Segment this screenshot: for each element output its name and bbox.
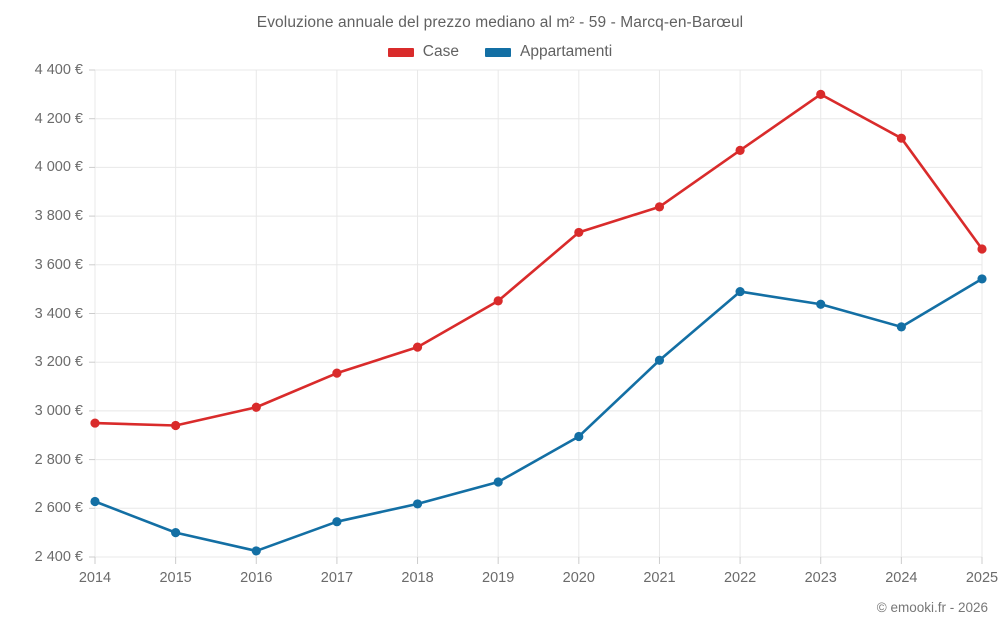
- x-axis-label: 2017: [320, 570, 354, 586]
- page-title: Evoluzione annuale del prezzo mediano al…: [256, 14, 744, 31]
- data-point[interactable]: [332, 368, 342, 378]
- data-point[interactable]: [735, 286, 745, 297]
- x-axis-label: 2016: [240, 570, 273, 586]
- x-axis-label: 2014: [78, 570, 112, 586]
- legend-item-appartamenti[interactable]: Appartamenti: [484, 43, 613, 61]
- series-line-case: [93, 93, 984, 427]
- x-axis-label: 2018: [401, 570, 434, 586]
- x-axis-label: 2025: [965, 570, 999, 586]
- chart-legend: Case Appartamenti: [0, 43, 1000, 61]
- series-line-appartamenti: [93, 277, 984, 553]
- data-point[interactable]: [332, 517, 342, 527]
- data-point[interactable]: [574, 227, 584, 238]
- data-point[interactable]: [896, 322, 906, 332]
- data-point[interactable]: [977, 244, 987, 254]
- x-axis-label: 2019: [482, 570, 515, 586]
- y-axis-label: 4 400 €: [34, 62, 83, 78]
- data-point[interactable]: [493, 296, 503, 306]
- x-axis-label: 2021: [643, 570, 676, 586]
- legend-swatch-appartamenti: [484, 47, 511, 57]
- y-axis-label: 4 200 €: [34, 110, 83, 127]
- y-axis-label: 3 600 €: [34, 256, 83, 273]
- y-axis-label: 3 400 €: [34, 305, 83, 322]
- legend-swatch-case: [387, 47, 414, 57]
- footer-credit: © emooki.fr - 2026: [876, 600, 988, 615]
- x-axis-label: 2023: [804, 570, 837, 586]
- data-point[interactable]: [412, 342, 423, 352]
- data-point[interactable]: [251, 402, 261, 412]
- x-axis-label: 2024: [885, 570, 918, 586]
- data-point[interactable]: [977, 274, 987, 284]
- data-point[interactable]: [735, 145, 745, 155]
- y-axis-label: 3 000 €: [34, 402, 83, 419]
- data-point[interactable]: [816, 299, 826, 309]
- data-point[interactable]: [816, 89, 826, 99]
- x-axis-label: 2020: [562, 570, 595, 586]
- data-point[interactable]: [90, 496, 100, 507]
- y-axis-label: 3 800 €: [34, 208, 83, 225]
- x-axis-label: 2015: [159, 570, 192, 586]
- data-point[interactable]: [654, 202, 665, 212]
- data-point[interactable]: [493, 477, 503, 487]
- data-point[interactable]: [896, 133, 906, 143]
- data-point[interactable]: [171, 528, 181, 538]
- data-point[interactable]: [412, 499, 423, 509]
- y-axis-label: 3 200 €: [34, 354, 83, 371]
- y-axis-label: 2 400 €: [34, 549, 83, 565]
- legend-label-appartamenti: Appartamenti: [519, 43, 613, 60]
- data-point[interactable]: [90, 418, 100, 428]
- x-axis-label: 2022: [723, 570, 757, 586]
- y-axis-label: 4 000 €: [34, 159, 83, 176]
- y-axis-label: 2 600 €: [34, 500, 83, 517]
- data-point[interactable]: [251, 546, 261, 556]
- data-point[interactable]: [171, 420, 181, 431]
- y-axis-label: 2 800 €: [34, 451, 83, 468]
- legend-label-case: Case: [422, 43, 459, 60]
- data-point[interactable]: [654, 355, 665, 365]
- legend-item-case[interactable]: Case: [387, 43, 459, 61]
- data-point[interactable]: [574, 431, 584, 442]
